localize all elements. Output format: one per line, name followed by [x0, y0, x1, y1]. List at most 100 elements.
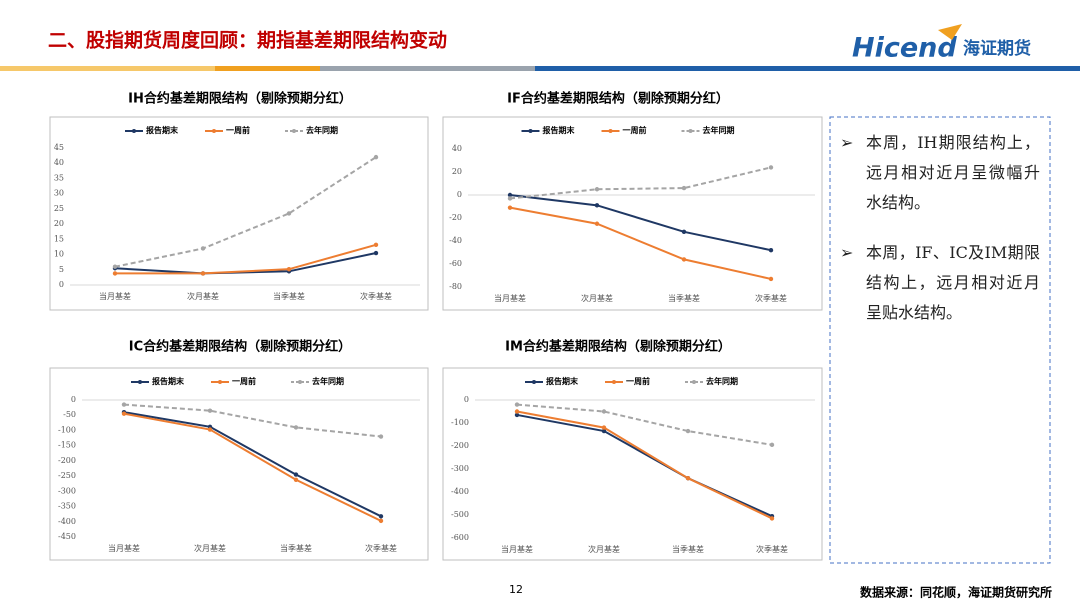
point	[507, 196, 513, 201]
series-line	[123, 412, 382, 522]
legend-marker	[218, 380, 222, 384]
y-tick-label: -50	[63, 410, 76, 419]
legend-label: 报告期末	[546, 376, 578, 386]
y-tick-label: 20	[452, 167, 462, 176]
point	[768, 165, 774, 170]
note-box	[829, 116, 1051, 564]
series-line	[123, 403, 382, 438]
legend-marker	[298, 380, 302, 384]
y-tick-label: -400	[451, 487, 469, 496]
point	[207, 408, 213, 413]
legend-marker	[138, 380, 142, 384]
point	[286, 211, 292, 216]
chart-frame	[49, 367, 429, 561]
legend-marker	[212, 129, 216, 133]
point	[685, 476, 691, 481]
y-tick-label: 45	[54, 143, 64, 152]
y-tick-label: -20	[449, 213, 462, 222]
y-tick-label: 40	[54, 158, 64, 167]
point	[378, 434, 384, 439]
series-line	[123, 411, 382, 518]
page-number: 12	[509, 583, 523, 596]
x-tick-label: 次季基差	[755, 293, 787, 303]
point	[768, 276, 774, 282]
x-tick-label: 当月基差	[108, 543, 140, 553]
y-tick-label: 15	[54, 234, 64, 243]
point	[685, 428, 691, 434]
y-tick-label: -100	[451, 418, 469, 427]
x-tick-label: 次月基差	[588, 544, 620, 554]
point	[373, 242, 379, 248]
point	[200, 246, 206, 251]
x-tick-label: 当季基差	[280, 543, 312, 553]
point	[681, 257, 687, 262]
chart-title: IF合约基差期限结构（剔除预期分红）	[507, 91, 729, 107]
header-bar	[215, 66, 320, 71]
x-tick-label: 次季基差	[756, 544, 788, 554]
point	[378, 514, 384, 519]
chart-title: IM合约基差期限结构（剔除预期分红）	[505, 339, 731, 355]
x-tick-label: 当季基差	[668, 293, 700, 303]
point	[507, 192, 513, 198]
legend-label: 一周前	[232, 376, 256, 386]
y-tick-label: -350	[58, 502, 76, 511]
legend-marker	[692, 380, 696, 384]
x-tick-label: 当月基差	[501, 544, 533, 554]
point	[514, 402, 520, 407]
legend-label: 一周前	[623, 125, 647, 135]
point	[373, 250, 379, 256]
chart-frame	[442, 116, 823, 311]
legend-label: 去年同期	[306, 125, 338, 135]
y-tick-label: 0	[457, 190, 462, 199]
series-line	[115, 243, 377, 275]
x-tick-label: 次季基差	[360, 291, 392, 301]
y-tick-label: 0	[464, 395, 469, 404]
x-tick-label: 当月基差	[99, 291, 131, 301]
note: 本周，IH期限结构上，远月相对近月呈微幅升水结构。	[840, 128, 1040, 218]
point	[286, 266, 292, 272]
point	[768, 248, 774, 253]
point	[293, 472, 299, 477]
x-tick-label: 次季基差	[365, 543, 397, 553]
point	[601, 425, 607, 430]
legend-label: 去年同期	[706, 376, 738, 386]
series-line	[516, 413, 773, 518]
legend-label: 报告期末	[146, 125, 178, 135]
y-tick-label: 20	[54, 219, 64, 228]
point	[378, 518, 384, 524]
y-tick-label: 0	[71, 395, 76, 404]
logo-mark	[938, 24, 962, 40]
y-tick-label: 40	[452, 144, 462, 153]
point	[601, 409, 607, 414]
logo-en: Hicend	[852, 33, 957, 64]
point	[514, 412, 520, 418]
y-tick-label: -400	[58, 517, 76, 526]
point	[293, 477, 299, 482]
series-line	[114, 252, 377, 275]
legend-marker	[528, 129, 533, 133]
y-tick-label: -80	[449, 282, 462, 291]
y-tick-label: -200	[58, 456, 76, 465]
x-tick-label: 当月基差	[494, 293, 526, 303]
x-tick-label: 当季基差	[672, 544, 704, 554]
chart-title: IC合约基差期限结构（剔除预期分红）	[129, 339, 351, 355]
point	[514, 409, 520, 414]
y-tick-label: -100	[58, 425, 76, 434]
series-line	[516, 410, 773, 520]
legend-marker	[132, 129, 136, 133]
y-tick-label: -450	[58, 532, 76, 541]
y-tick-label: -200	[451, 441, 469, 450]
series-line	[509, 206, 772, 280]
legend-marker	[292, 129, 296, 133]
source: 数据来源：同花顺，海证期货研究所	[860, 585, 1052, 600]
chart-title: IH合约基差期限结构（剔除预期分红）	[128, 91, 352, 107]
point	[200, 271, 206, 276]
legend-marker	[612, 380, 616, 384]
legend-label: 一周前	[226, 125, 250, 135]
x-tick-label: 次月基差	[581, 293, 613, 303]
slide-title: 二、股指期货周度回顾：期指基差期限结构变动	[48, 29, 447, 52]
legend-label: 报告期末	[543, 125, 575, 135]
y-tick-label: -600	[451, 533, 469, 542]
point	[207, 427, 213, 432]
point	[681, 229, 687, 234]
